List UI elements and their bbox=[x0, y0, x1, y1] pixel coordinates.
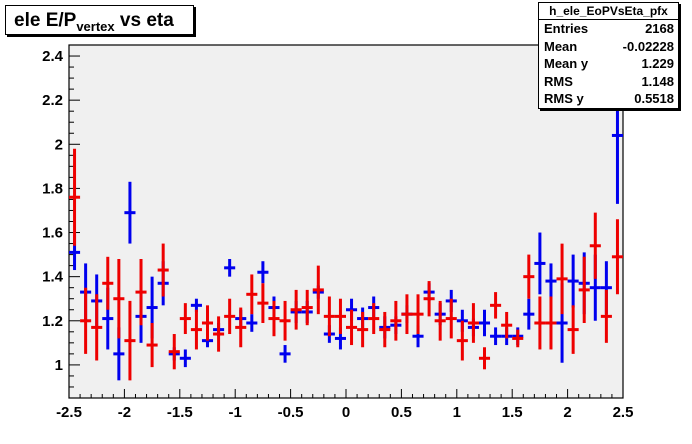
x-tick-label: 1 bbox=[453, 404, 461, 421]
x-tick-label: 0.5 bbox=[391, 404, 412, 421]
stats-row-rms-y: RMS y 0.5518 bbox=[544, 91, 674, 106]
stats-row-rms: RMS 1.148 bbox=[544, 73, 674, 89]
x-tick-label: -0.5 bbox=[278, 404, 304, 421]
x-tick-label: -2 bbox=[118, 404, 131, 421]
stats-box: h_ele_EoPVsEta_pfx Entries 2168 Mean -0.02… bbox=[538, 2, 679, 109]
x-tick-label: 2.5 bbox=[613, 404, 634, 421]
y-tick-label: 1.6 bbox=[42, 225, 63, 242]
y-tick-label: 2.4 bbox=[42, 48, 64, 65]
stats-name: h_ele_EoPVsEta_pfx bbox=[539, 3, 678, 20]
x-tick-label: -1 bbox=[229, 404, 242, 421]
y-tick-label: 2 bbox=[55, 136, 63, 153]
y-tick-label: 1.4 bbox=[42, 269, 64, 286]
stats-row-entries: Entries 2168 bbox=[544, 21, 674, 36]
y-tick-label: 1.8 bbox=[42, 180, 63, 197]
x-tick-label: 1.5 bbox=[502, 404, 523, 421]
y-tick-label: 2.2 bbox=[42, 92, 63, 109]
y-tick-label: 1.2 bbox=[42, 313, 63, 330]
x-tick-label: 2 bbox=[563, 404, 571, 421]
stats-row-mean: Mean -0.02228 bbox=[544, 38, 674, 54]
x-tick-label: -2.5 bbox=[56, 404, 82, 421]
x-tick-label: -1.5 bbox=[167, 404, 193, 421]
chart-title: ele E/Pvertex vs eta bbox=[14, 10, 174, 34]
chart-title-box: ele E/Pvertex vs eta bbox=[5, 5, 194, 35]
x-tick-label: 0 bbox=[342, 404, 350, 421]
stats-row-mean-y: Mean y 1.229 bbox=[544, 56, 674, 71]
y-tick-label: 1 bbox=[55, 357, 63, 374]
